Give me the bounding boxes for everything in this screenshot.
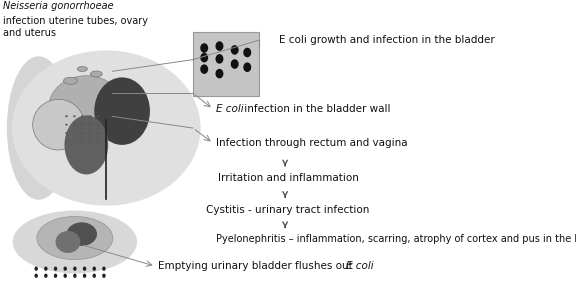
Text: Neisseria gonorrhoeae: Neisseria gonorrhoeae	[3, 1, 113, 11]
Ellipse shape	[81, 141, 84, 143]
Ellipse shape	[89, 124, 92, 126]
Text: Pyelonephritis – inflammation, scarring, atrophy of cortex and pus in the kidney: Pyelonephritis – inflammation, scarring,…	[216, 234, 576, 244]
Ellipse shape	[231, 45, 238, 55]
Ellipse shape	[93, 267, 96, 271]
Ellipse shape	[48, 76, 124, 140]
Ellipse shape	[73, 141, 75, 143]
Ellipse shape	[200, 43, 208, 53]
Ellipse shape	[73, 115, 75, 117]
Ellipse shape	[93, 274, 96, 278]
Ellipse shape	[65, 132, 67, 134]
Ellipse shape	[63, 267, 67, 271]
Ellipse shape	[89, 115, 92, 117]
Ellipse shape	[83, 267, 86, 271]
Ellipse shape	[215, 41, 223, 51]
Ellipse shape	[55, 231, 81, 253]
Text: E coli: E coli	[216, 104, 244, 114]
Ellipse shape	[243, 48, 251, 57]
Ellipse shape	[33, 99, 84, 150]
Text: Irritation and inflammation: Irritation and inflammation	[218, 173, 358, 182]
Ellipse shape	[63, 77, 77, 84]
Ellipse shape	[83, 274, 86, 278]
Ellipse shape	[73, 124, 75, 126]
Ellipse shape	[102, 267, 105, 271]
Ellipse shape	[37, 217, 113, 260]
Text: Infection through rectum and vagina: Infection through rectum and vagina	[216, 138, 408, 148]
Text: E coli: E coli	[346, 261, 373, 271]
Text: Emptying urinary bladder flushes out: Emptying urinary bladder flushes out	[158, 261, 357, 271]
Ellipse shape	[90, 71, 103, 77]
Ellipse shape	[97, 124, 100, 126]
Ellipse shape	[89, 132, 92, 134]
Ellipse shape	[200, 53, 208, 63]
Ellipse shape	[89, 141, 92, 143]
Ellipse shape	[7, 56, 70, 200]
Ellipse shape	[77, 66, 88, 72]
Ellipse shape	[73, 267, 77, 271]
Ellipse shape	[44, 274, 48, 278]
Ellipse shape	[65, 124, 67, 126]
Ellipse shape	[97, 115, 100, 117]
Ellipse shape	[215, 69, 223, 78]
Ellipse shape	[67, 222, 97, 246]
Ellipse shape	[54, 274, 57, 278]
Ellipse shape	[200, 64, 208, 74]
Ellipse shape	[81, 115, 84, 117]
Ellipse shape	[44, 267, 48, 271]
Ellipse shape	[81, 124, 84, 126]
Ellipse shape	[243, 62, 251, 72]
Ellipse shape	[73, 274, 77, 278]
Ellipse shape	[215, 54, 223, 64]
Ellipse shape	[12, 50, 200, 206]
Ellipse shape	[65, 141, 67, 143]
Text: E coli growth and infection in the bladder: E coli growth and infection in the bladd…	[279, 35, 495, 45]
Ellipse shape	[13, 211, 137, 274]
Ellipse shape	[97, 141, 100, 143]
Ellipse shape	[73, 132, 75, 134]
Ellipse shape	[102, 274, 105, 278]
Bar	[193, 32, 259, 96]
Ellipse shape	[65, 116, 108, 174]
Ellipse shape	[35, 274, 38, 278]
Text: infection uterine tubes, ovary
and uterus: infection uterine tubes, ovary and uteru…	[3, 16, 148, 38]
Ellipse shape	[97, 132, 100, 134]
Text: infection in the bladder wall: infection in the bladder wall	[241, 104, 391, 114]
Ellipse shape	[63, 274, 67, 278]
Ellipse shape	[54, 267, 57, 271]
Text: Cystitis - urinary tract infection: Cystitis - urinary tract infection	[206, 205, 370, 214]
Ellipse shape	[35, 267, 38, 271]
Ellipse shape	[65, 115, 67, 117]
Ellipse shape	[94, 77, 150, 145]
Ellipse shape	[81, 132, 84, 134]
Ellipse shape	[231, 59, 238, 69]
